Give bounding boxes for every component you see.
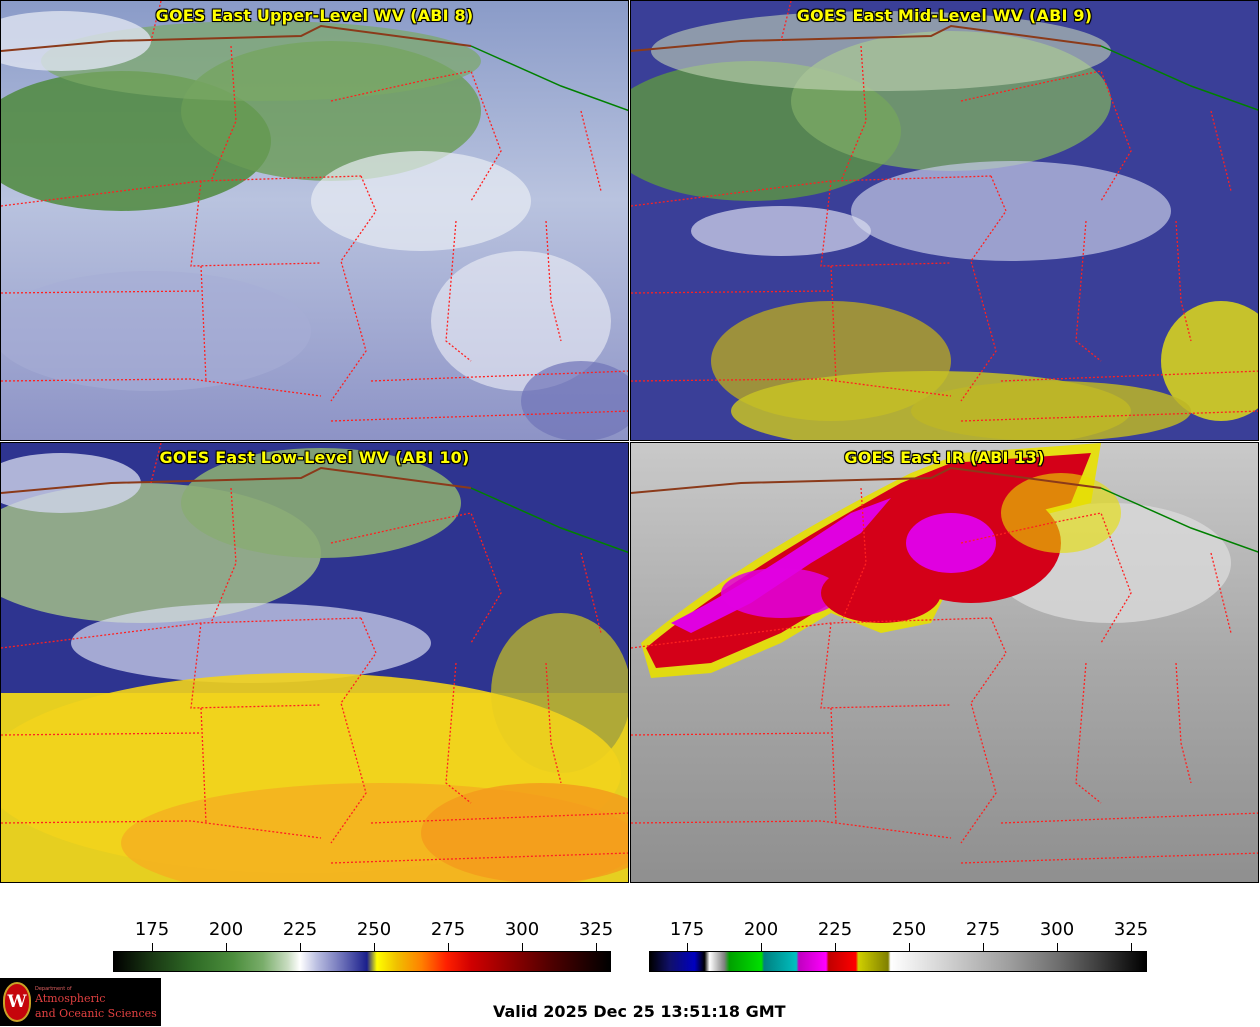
panel-title: GOES East Mid-Level WV (ABI 9)	[796, 6, 1093, 25]
wv-tick-label: 250	[356, 919, 392, 940]
panel-ir: GOES East IR (ABI 13)	[630, 442, 1259, 883]
aos-logo: W Department of Atmospheric and Oceanic …	[0, 978, 161, 1026]
ir-tick	[1131, 943, 1132, 951]
low-level-wv-image	[1, 443, 628, 882]
wv-tick	[226, 943, 227, 951]
ir-tick-label: 225	[817, 919, 853, 940]
wv-tick-label: 175	[134, 919, 170, 940]
logo-line1: Atmospheric	[35, 992, 106, 1005]
wv-tick-label: 300	[504, 919, 540, 940]
panel-title: GOES East Low-Level WV (ABI 10)	[159, 448, 470, 467]
wv-tick	[300, 943, 301, 951]
wv-tick	[596, 943, 597, 951]
ir-tick	[835, 943, 836, 951]
logo-line2: and Oceanic Sciences	[35, 1007, 157, 1020]
wv-tick-label: 200	[208, 919, 244, 940]
ir-tick-label: 325	[1113, 919, 1149, 940]
wv-tick	[374, 943, 375, 951]
logo-department: Department of	[35, 986, 72, 992]
wv-tick	[522, 943, 523, 951]
ir-tick-label: 275	[965, 919, 1001, 940]
panel-title: GOES East Upper-Level WV (ABI 8)	[155, 6, 474, 25]
panel-mid-level-wv: GOES East Mid-Level WV (ABI 9)	[630, 0, 1259, 441]
uw-seal-icon: W	[3, 982, 31, 1022]
ir-tick-label: 250	[891, 919, 927, 940]
ir-tick-label: 175	[669, 919, 705, 940]
wv-tick	[448, 943, 449, 951]
ir-colorbar-gradient	[649, 951, 1147, 972]
ir-tick	[761, 943, 762, 951]
panel-upper-level-wv: GOES East Upper-Level WV (ABI 8)	[0, 0, 629, 441]
panel-title: GOES East IR (ABI 13)	[844, 448, 1045, 467]
ir-tick	[909, 943, 910, 951]
ir-tick	[687, 943, 688, 951]
ir-tick	[1057, 943, 1058, 951]
seal-letter: W	[7, 992, 27, 1012]
wv-tick-label: 225	[282, 919, 318, 940]
wv-colorbar-gradient	[113, 951, 611, 972]
wv-tick	[152, 943, 153, 951]
valid-time: Valid 2025 Dec 25 13:51:18 GMT	[493, 1002, 786, 1021]
upper-level-wv-image	[1, 1, 628, 440]
wv-tick-label: 275	[430, 919, 466, 940]
wv-tick-label: 325	[578, 919, 614, 940]
ir-tick-label: 300	[1039, 919, 1075, 940]
ir-image	[631, 443, 1258, 882]
ir-tick-label: 200	[743, 919, 779, 940]
mid-level-wv-image	[631, 1, 1258, 440]
panel-low-level-wv: GOES East Low-Level WV (ABI 10)	[0, 442, 629, 883]
ir-tick	[983, 943, 984, 951]
